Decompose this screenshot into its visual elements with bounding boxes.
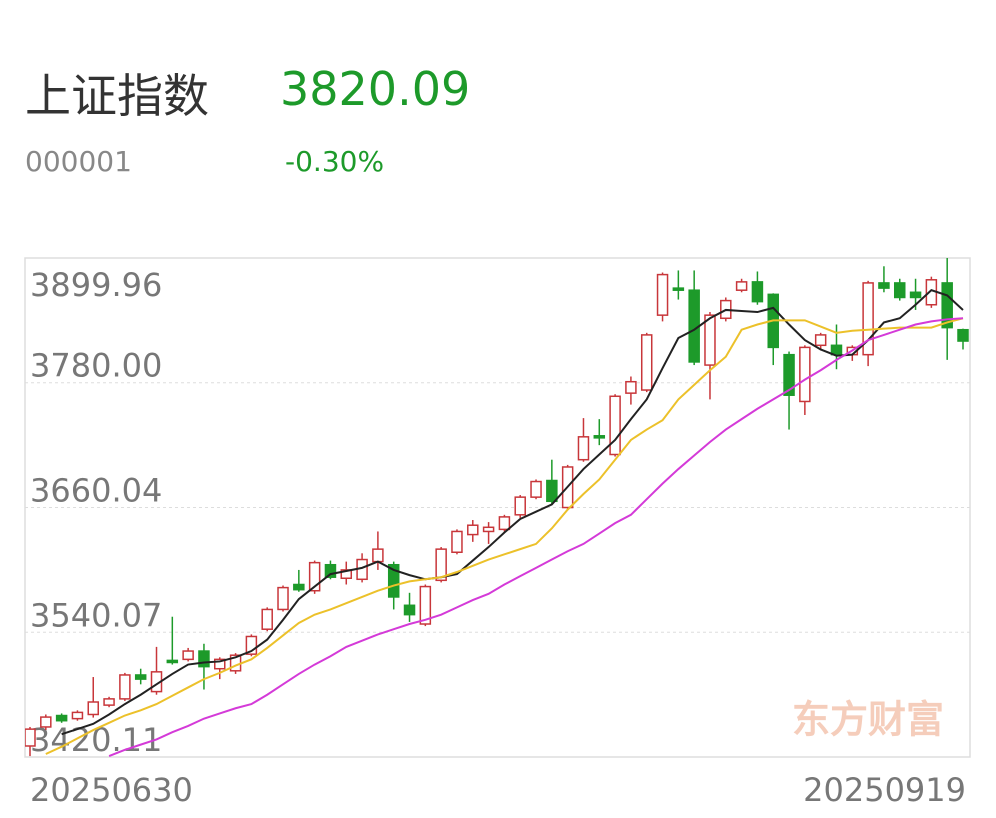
candle-body	[403, 604, 416, 616]
candle-body	[71, 711, 84, 720]
candle-body	[119, 674, 131, 700]
moving-average-line	[61, 289, 964, 736]
candle-body	[878, 282, 890, 289]
candle-body	[909, 291, 922, 299]
candle-body	[55, 714, 68, 722]
candle-body	[87, 701, 100, 716]
candle-body	[308, 561, 321, 592]
index-code: 000001	[25, 145, 132, 178]
candle-body	[451, 530, 463, 554]
candle-body	[656, 273, 669, 316]
candle-body	[435, 548, 447, 582]
x-tick-label: 20250630	[30, 771, 193, 809]
candle-body	[893, 282, 906, 299]
candle-body	[482, 526, 495, 533]
index-price: 3820.09	[280, 62, 471, 116]
moving-average-line	[108, 317, 964, 757]
candle-body	[672, 287, 685, 291]
index-title: 上证指数	[25, 69, 209, 123]
candle-body	[182, 650, 194, 661]
candle-body	[340, 569, 353, 580]
candle-body	[593, 435, 606, 439]
candle-body	[467, 524, 479, 536]
candle-body	[40, 716, 52, 728]
candle-body	[387, 563, 400, 598]
candle-body	[862, 282, 874, 356]
plot-area	[25, 258, 969, 757]
candle-body	[134, 674, 147, 680]
candle-body	[277, 586, 289, 611]
candle-body	[799, 346, 811, 403]
watermark: 东方财富	[792, 698, 944, 742]
y-tick-label: 3420.11	[30, 721, 162, 759]
plot-frame	[24, 257, 971, 758]
candle-body	[957, 328, 969, 342]
candle-body	[530, 480, 542, 498]
candle-body	[166, 659, 179, 664]
candle-body	[625, 380, 637, 394]
candle-body	[735, 281, 748, 291]
candle-body	[814, 334, 827, 347]
candle-body	[214, 658, 226, 670]
index-change: -0.30%	[285, 145, 385, 178]
candle-body	[25, 728, 36, 747]
candle-body	[372, 548, 384, 563]
y-tick-label: 3780.00	[30, 347, 162, 385]
candle-body	[546, 479, 558, 503]
candle-body	[293, 583, 305, 591]
candle-body	[941, 282, 953, 329]
y-tick-label: 3660.04	[30, 471, 162, 509]
candle-body	[640, 334, 653, 391]
y-tick-label: 3899.96	[30, 266, 162, 304]
x-tick-label: 20250919	[803, 771, 966, 809]
candle-body	[609, 395, 621, 456]
candle-body	[577, 436, 590, 461]
candle-body	[783, 353, 795, 396]
candle-body	[498, 516, 511, 531]
candle-body	[198, 650, 210, 668]
candle-body	[245, 635, 258, 655]
candle-body	[261, 608, 273, 630]
candle-body	[103, 698, 115, 706]
candle-body	[704, 314, 716, 366]
candle-body	[419, 585, 432, 625]
candle-body	[514, 496, 526, 516]
candle-body	[751, 281, 764, 303]
moving-average-line	[45, 317, 964, 755]
y-tick-label: 3540.07	[30, 596, 162, 634]
candle-body	[324, 563, 337, 578]
